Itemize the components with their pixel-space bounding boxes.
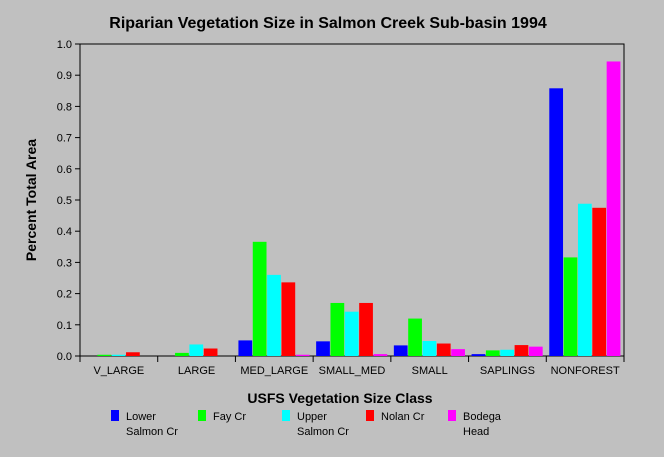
bar — [563, 257, 578, 356]
bar — [126, 352, 140, 356]
y-tick-label: 0.8 — [57, 101, 72, 113]
legend-swatch — [366, 410, 374, 421]
bar — [514, 345, 529, 356]
bar — [485, 350, 500, 356]
legend-swatch — [448, 410, 456, 421]
bar — [436, 343, 451, 356]
y-axis-title: Percent Total Area — [23, 139, 39, 261]
bar — [281, 282, 296, 356]
bar — [500, 349, 514, 356]
y-tick-label: 0.4 — [57, 226, 72, 238]
x-tick-label: SMALL_MED — [319, 365, 386, 377]
x-axis-title: USFS Vegetation Size Class — [247, 390, 432, 406]
bar — [203, 348, 218, 356]
y-tick-label: 0.9 — [57, 70, 72, 82]
y-tick-label: 0.3 — [57, 257, 72, 269]
bar — [471, 354, 486, 356]
x-axis: V_LARGE LARGE MED_LARGE SMALL_MED SMALL SAPLI… — [79, 356, 625, 377]
bar — [252, 241, 267, 356]
bar — [189, 344, 204, 356]
bar — [111, 354, 126, 356]
bar — [549, 88, 564, 357]
bar — [393, 345, 408, 356]
bar — [175, 352, 189, 356]
y-axis: 0.0 0.1 0.2 0.3 0.4 0.5 0.6 0.7 0.8 0.9 1.0 — [57, 39, 80, 363]
legend: Lower Salmon Cr Fay Cr Upper Salmon Cr Nolan … — [111, 410, 502, 438]
x-tick-label: SMALL — [412, 365, 448, 377]
bar — [592, 207, 607, 356]
bar — [316, 341, 330, 356]
bar — [344, 311, 359, 356]
bar — [295, 354, 310, 356]
legend-swatch — [111, 410, 119, 421]
bar — [359, 302, 373, 356]
legend-label: Bodega Head — [463, 411, 502, 438]
bar — [422, 341, 437, 356]
legend-swatch — [198, 410, 206, 421]
legend-label: Upper Salmon Cr — [297, 411, 349, 438]
x-tick-label: MED_LARGE — [240, 365, 308, 377]
bar — [373, 354, 388, 356]
bar — [408, 318, 422, 356]
x-tick-label: NONFOREST — [551, 365, 620, 377]
bar — [577, 203, 592, 356]
x-tick-label: SAPLINGS — [480, 365, 535, 377]
legend-label: Nolan Cr — [381, 411, 425, 423]
legend-label: Lower Salmon Cr — [126, 411, 178, 438]
plot-area — [79, 43, 625, 357]
bar — [606, 61, 621, 356]
y-tick-label: 0.1 — [57, 320, 72, 332]
y-tick-label: 0.5 — [57, 195, 72, 207]
bar — [528, 346, 543, 356]
legend-label: Fay Cr — [213, 411, 246, 423]
y-tick-label: 0.7 — [57, 133, 72, 145]
bars — [97, 61, 621, 357]
chart-title: Riparian Vegetation Size in Salmon Creek… — [109, 15, 547, 32]
bar — [97, 354, 112, 356]
legend-swatch — [282, 410, 290, 421]
bar — [330, 302, 345, 356]
x-tick-label: V_LARGE — [93, 365, 144, 377]
bar — [238, 340, 253, 356]
bar — [451, 349, 465, 356]
bar — [267, 274, 281, 356]
x-tick-label: LARGE — [178, 365, 215, 377]
y-tick-label: 0.2 — [57, 289, 72, 301]
y-tick-label: 0.6 — [57, 164, 72, 176]
y-tick-label: 0.0 — [57, 351, 72, 363]
y-tick-label: 1.0 — [57, 39, 72, 51]
